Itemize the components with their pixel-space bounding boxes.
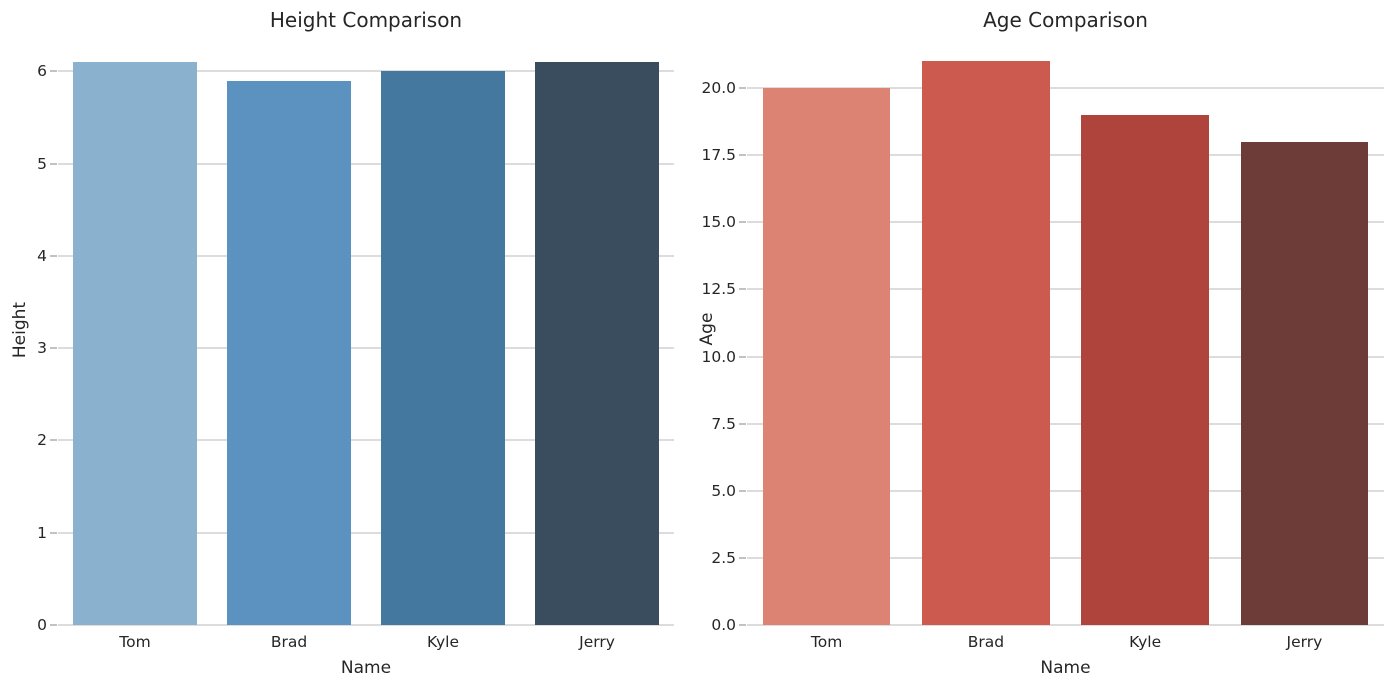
x-tick-label: Jerry <box>1286 633 1323 651</box>
y-tick-mark <box>50 624 57 626</box>
bar-brad <box>922 61 1050 625</box>
bar-kyle <box>381 71 505 625</box>
gridline <box>58 439 674 442</box>
y-tick-mark <box>50 70 57 73</box>
x-tick-label: Tom <box>119 633 151 651</box>
x-tick-label: Jerry <box>579 633 615 651</box>
y-tick-mark <box>739 624 746 626</box>
gridline <box>747 221 1384 224</box>
bar-kyle <box>1081 114 1209 625</box>
bar-brad <box>227 80 351 625</box>
gridline <box>747 87 1384 90</box>
y-tick-mark <box>739 288 746 291</box>
gridline <box>58 347 674 350</box>
y-tick-mark <box>739 556 746 559</box>
gridline <box>747 556 1384 559</box>
y-tick-label: 15.0 <box>701 213 736 232</box>
plot-area <box>58 34 674 626</box>
bar-tom <box>762 88 891 625</box>
y-tick-label: 10.0 <box>701 347 736 366</box>
chart-title: Age Comparison <box>983 8 1148 32</box>
gridline <box>58 162 674 165</box>
gridline <box>58 624 674 626</box>
gridline <box>58 70 674 73</box>
bar-jerry <box>535 62 659 625</box>
y-tick-mark <box>739 154 746 157</box>
x-axis-label: Name <box>340 658 392 678</box>
x-axis-label: Name <box>1040 658 1091 678</box>
y-tick-mark <box>50 162 57 165</box>
chart-title: Height Comparison <box>269 8 463 32</box>
gridline <box>747 422 1384 425</box>
gridline <box>747 489 1384 492</box>
y-tick-label: 4 <box>37 246 47 265</box>
gridline <box>747 288 1384 291</box>
y-tick-label: 0 <box>37 616 47 634</box>
plot-area <box>747 33 1384 626</box>
x-tick-label: Kyle <box>1129 633 1162 651</box>
y-tick-label: 7.5 <box>711 414 736 433</box>
y-tick-mark <box>50 439 57 442</box>
y-tick-label: 0.0 <box>711 616 736 634</box>
y-tick-label: 6 <box>37 62 47 81</box>
bar-jerry <box>1240 141 1369 625</box>
gridline <box>747 154 1384 157</box>
y-tick-label: 5.0 <box>711 481 736 500</box>
y-tick-mark <box>50 531 57 534</box>
x-tick-label: Tom <box>810 633 843 651</box>
gridline <box>58 254 674 257</box>
x-tick-label: Brad <box>270 633 308 651</box>
y-tick-label: 20.0 <box>701 79 736 98</box>
y-tick-mark <box>739 221 746 224</box>
y-axis-label: Age <box>697 312 717 346</box>
y-tick-mark <box>739 422 746 425</box>
y-tick-mark <box>50 254 57 257</box>
gridline <box>747 355 1384 358</box>
x-tick-label: Brad <box>967 633 1005 651</box>
gridline <box>747 624 1384 626</box>
x-tick-label: Kyle <box>426 633 460 651</box>
y-tick-label: 12.5 <box>701 280 736 299</box>
y-tick-mark <box>739 355 746 358</box>
y-tick-mark <box>739 489 746 492</box>
gridline <box>58 531 674 534</box>
y-tick-label: 17.5 <box>701 146 736 165</box>
bar-tom <box>73 62 197 625</box>
y-tick-mark <box>50 347 57 350</box>
y-tick-label: 2 <box>37 431 47 450</box>
y-tick-mark <box>739 87 746 90</box>
y-tick-label: 2.5 <box>711 548 736 567</box>
y-tick-label: 1 <box>37 523 47 542</box>
y-tick-label: 5 <box>37 154 47 173</box>
y-tick-label: 3 <box>37 339 47 358</box>
